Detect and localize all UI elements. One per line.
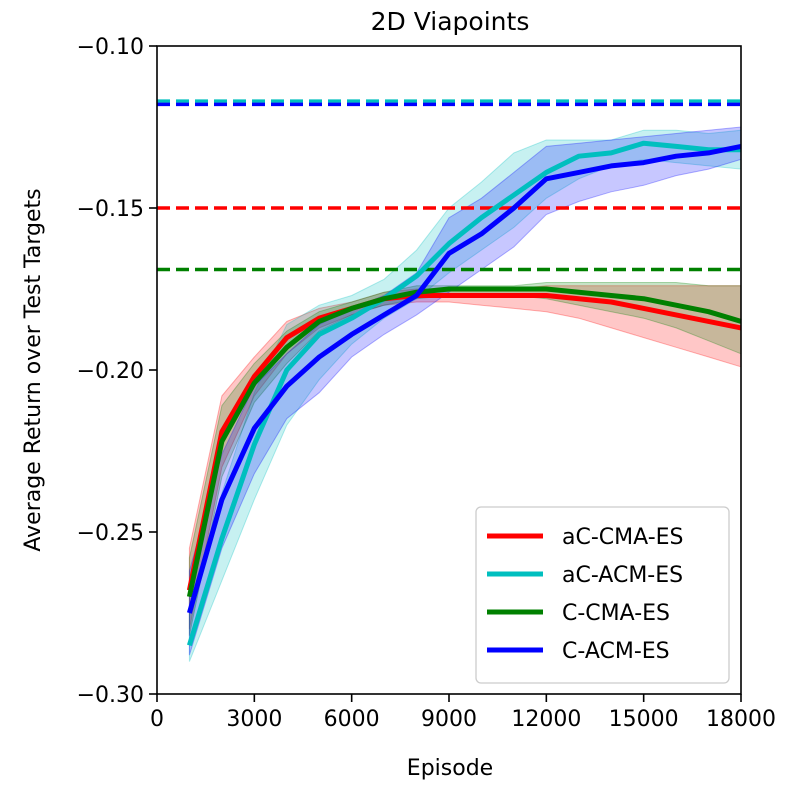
- x-tick-label: 6000: [324, 707, 380, 732]
- x-tick-label: 12000: [511, 707, 581, 732]
- x-tick-label: 9000: [421, 707, 477, 732]
- y-tick-label: −0.25: [77, 521, 144, 546]
- chart-title: 2D Viapoints: [371, 7, 530, 36]
- x-tick-label: 3000: [226, 707, 282, 732]
- series-lines: [186, 140, 742, 647]
- x-tick-label: 0: [150, 707, 164, 732]
- legend-box: [475, 506, 730, 684]
- y-tick-label: −0.20: [77, 359, 144, 384]
- legend-label-3: C-ACM-ES: [562, 639, 670, 664]
- y-tick-label: −0.15: [77, 197, 144, 222]
- legend: aC-CMA-ES aC-ACM-ES C-CMA-ES C-ACM-ES: [475, 506, 730, 684]
- x-tick-label: 18000: [706, 707, 776, 732]
- x-tick-label: 15000: [609, 707, 679, 732]
- legend-label-2: C-CMA-ES: [562, 601, 670, 626]
- y-tick-label: −0.30: [77, 683, 144, 708]
- series-line-3: [186, 143, 742, 614]
- x-axis-label: Episode: [407, 756, 493, 781]
- axes: 0 3000 6000 9000 12000 15000 18000 −0.30 −0.25 −0…: [77, 35, 776, 732]
- series-line-1: [187, 140, 741, 647]
- legend-label-1: aC-ACM-ES: [562, 563, 683, 588]
- legend-label-0: aC-CMA-ES: [562, 525, 684, 550]
- series-line-2: [186, 286, 742, 598]
- baselines: [157, 99, 741, 272]
- y-tick-label: −0.10: [77, 35, 144, 60]
- y-axis-label: Average Return over Test Targets: [21, 188, 46, 551]
- series-line-0: [186, 293, 742, 591]
